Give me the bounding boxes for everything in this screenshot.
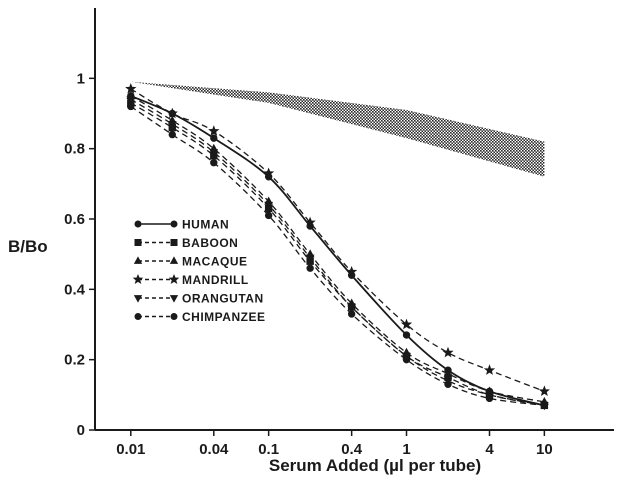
legend-item-mandrill: MANDRILL (132, 273, 249, 287)
legend-marker (170, 239, 178, 246)
data-point-chimpanzee (210, 159, 218, 167)
series-line-orangutan (130, 98, 545, 407)
data-point-orangutan (167, 120, 177, 129)
legend-label: ORANGUTAN (182, 292, 264, 306)
y-tick-label: 0.6 (64, 211, 85, 228)
series-mandrill (125, 82, 550, 397)
y-tick-label: 1 (77, 70, 85, 87)
data-point-human (210, 134, 218, 142)
x-tick-label: 1 (402, 441, 410, 458)
series-line-mandrill (130, 88, 545, 392)
legend-label: CHIMPANZEE (182, 310, 265, 324)
data-point-mandrill (208, 125, 220, 136)
legend-marker (134, 220, 142, 228)
data-point-chimpanzee (168, 130, 176, 139)
y-tick-label: 0.8 (64, 141, 85, 158)
data-point-mandrill (346, 265, 358, 277)
legend-marker (169, 295, 179, 303)
legend-item-orangutan: ORANGUTAN (133, 292, 264, 306)
data-point-orangutan (264, 201, 274, 210)
data-point-chimpanzee (540, 401, 549, 410)
data-point-mandrill (400, 318, 413, 330)
legend-marker (132, 273, 144, 285)
legend-item-baboon: BABOON (134, 236, 238, 250)
data-point-chimpanzee (402, 355, 411, 364)
legend-label: MACAQUE (182, 255, 248, 269)
y-tick-label: 0.4 (64, 281, 86, 298)
series-line-human (130, 95, 545, 407)
data-point-chimpanzee (127, 102, 135, 111)
data-point-human (402, 331, 411, 339)
data-point-orangutan (209, 149, 219, 158)
x-tick-label: 0.1 (258, 441, 279, 458)
data-point-macaque (443, 368, 453, 377)
x-tick-label: 0.01 (116, 441, 145, 458)
data-point-mandrill (263, 167, 275, 179)
data-point-chimpanzee (306, 264, 314, 272)
x-tick-label: 0.4 (341, 441, 363, 458)
data-point-orangutan (305, 254, 315, 263)
legend-marker (134, 239, 142, 246)
legend-label: HUMAN (182, 218, 229, 232)
data-point-chimpanzee (485, 394, 494, 403)
x-tick-label: 10 (536, 441, 553, 458)
legend-item-human: HUMAN (134, 218, 229, 232)
legend-label: MANDRILL (182, 273, 249, 287)
data-point-mandrill (125, 82, 137, 94)
data-point-orangutan (347, 303, 357, 312)
legend-label: BABOON (182, 236, 238, 250)
series-line-chimpanzee (130, 105, 545, 407)
legend-marker (168, 273, 180, 285)
legend-item-macaque: MACAQUE (133, 255, 248, 269)
y-tick-label: 0.2 (64, 352, 85, 369)
x-tick-label: 0.04 (199, 441, 229, 458)
data-point-mandrill (166, 107, 178, 119)
y-tick-label: 0 (77, 422, 85, 439)
legend-item-chimpanzee: CHIMPANZEE (134, 310, 265, 324)
series-line-baboon (130, 102, 545, 407)
legend-marker (133, 295, 143, 303)
data-point-mandrill (483, 364, 496, 375)
data-point-orangutan (126, 96, 136, 105)
data-point-mandrill (538, 385, 550, 397)
x-tick-label: 4 (485, 441, 494, 458)
data-point-chimpanzee (444, 380, 452, 388)
series-line-macaque (130, 95, 545, 403)
data-point-chimpanzee (347, 310, 356, 318)
legend-marker (169, 256, 179, 264)
y-axis-title: B/Bo (8, 237, 48, 256)
legend-marker (170, 220, 178, 228)
shaded-band (130, 81, 545, 177)
legend-marker (170, 313, 178, 320)
x-axis-title: Serum Added (µl per tube) (269, 456, 481, 475)
data-point-chimpanzee (264, 211, 273, 220)
data-point-mandrill (442, 346, 454, 358)
series-chimpanzee (127, 102, 549, 410)
legend-marker (133, 256, 143, 264)
data-point-mandrill (304, 216, 316, 228)
legend-marker (134, 313, 142, 320)
